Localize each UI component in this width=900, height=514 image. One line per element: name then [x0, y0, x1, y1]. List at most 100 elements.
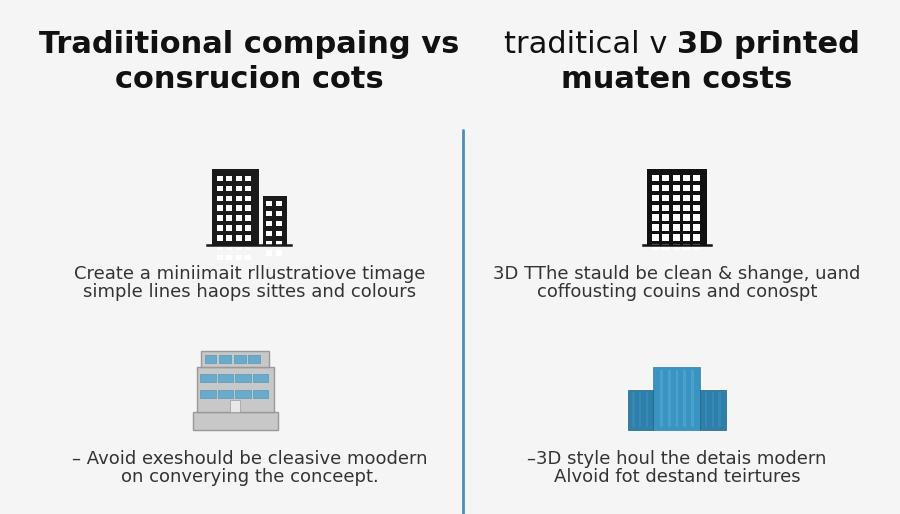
Bar — [672, 185, 680, 191]
Bar — [263, 195, 287, 245]
Bar — [217, 225, 223, 231]
Bar — [217, 235, 223, 241]
Text: muaten costs: muaten costs — [562, 65, 793, 94]
Bar — [683, 205, 689, 211]
Bar — [647, 169, 707, 245]
Bar — [245, 195, 251, 201]
Bar — [718, 392, 721, 427]
Bar — [672, 195, 680, 201]
Bar — [245, 215, 251, 221]
Bar — [652, 214, 659, 221]
Bar — [652, 195, 659, 201]
Bar — [217, 195, 223, 201]
Bar — [217, 215, 223, 221]
Bar — [693, 175, 700, 181]
Text: traditical v: traditical v — [504, 30, 677, 59]
Bar — [639, 392, 642, 427]
Bar — [218, 374, 233, 382]
Bar — [683, 244, 689, 250]
Bar — [236, 186, 242, 191]
Bar — [672, 224, 680, 231]
Bar — [266, 221, 273, 226]
Bar — [693, 214, 700, 221]
Bar — [236, 195, 242, 201]
Bar — [236, 245, 242, 250]
Bar — [276, 250, 282, 256]
Bar — [691, 370, 694, 427]
Bar — [653, 367, 700, 430]
Bar — [683, 224, 689, 231]
Bar — [245, 245, 251, 250]
Bar — [226, 176, 232, 181]
Bar — [652, 175, 659, 181]
Bar — [276, 201, 282, 206]
Bar — [245, 186, 251, 191]
Bar — [226, 186, 232, 191]
Bar — [276, 241, 282, 246]
Bar — [662, 205, 670, 211]
Bar — [217, 186, 223, 191]
Text: Tradiitional compaing vs: Tradiitional compaing vs — [40, 30, 460, 59]
Bar — [652, 234, 659, 241]
Bar — [219, 355, 231, 362]
Text: on converying the conceept.: on converying the conceept. — [121, 468, 378, 486]
Bar — [693, 244, 700, 250]
Bar — [201, 351, 269, 367]
Bar — [236, 206, 242, 211]
Bar — [683, 185, 689, 191]
Bar — [661, 370, 663, 427]
Bar — [693, 185, 700, 191]
Bar — [646, 392, 648, 427]
Bar — [235, 390, 251, 398]
Text: Create a miniimait rllustratiove timage: Create a miniimait rllustratiove timage — [74, 265, 425, 283]
Bar — [197, 367, 274, 412]
Bar — [212, 169, 259, 245]
Bar — [236, 255, 242, 260]
Bar — [217, 255, 223, 260]
Bar — [245, 225, 251, 231]
Bar — [672, 214, 680, 221]
Bar — [218, 390, 233, 398]
Bar — [662, 195, 670, 201]
Bar — [226, 215, 232, 221]
Bar — [226, 255, 232, 260]
Bar — [217, 176, 223, 181]
Bar — [683, 370, 686, 427]
Text: 3D printed: 3D printed — [677, 30, 859, 59]
Bar — [235, 374, 251, 382]
Bar — [236, 235, 242, 241]
Bar — [234, 355, 246, 362]
Bar — [628, 390, 653, 430]
Bar — [217, 245, 223, 250]
Bar — [245, 255, 251, 260]
Bar — [632, 392, 634, 427]
Bar — [652, 205, 659, 211]
Bar — [193, 412, 278, 430]
Bar — [217, 206, 223, 211]
Bar — [683, 195, 689, 201]
Bar — [676, 370, 679, 427]
Bar — [652, 185, 659, 191]
Bar — [712, 392, 715, 427]
Bar — [226, 206, 232, 211]
Bar — [253, 390, 268, 398]
Bar — [200, 374, 216, 382]
Bar — [245, 176, 251, 181]
Bar — [248, 355, 260, 362]
Bar — [662, 224, 670, 231]
Text: consrucion cots: consrucion cots — [115, 65, 384, 94]
Bar — [662, 175, 670, 181]
Bar — [683, 175, 689, 181]
Bar — [226, 225, 232, 231]
Bar — [705, 392, 707, 427]
Bar — [662, 185, 670, 191]
Bar — [683, 214, 689, 221]
Bar — [672, 205, 680, 211]
Bar — [276, 231, 282, 236]
Bar — [693, 205, 700, 211]
Bar — [693, 234, 700, 241]
Text: –3D style houl the detais modern: –3D style houl the detais modern — [527, 450, 827, 468]
Bar — [230, 400, 240, 412]
Bar — [668, 370, 670, 427]
Bar — [693, 195, 700, 201]
